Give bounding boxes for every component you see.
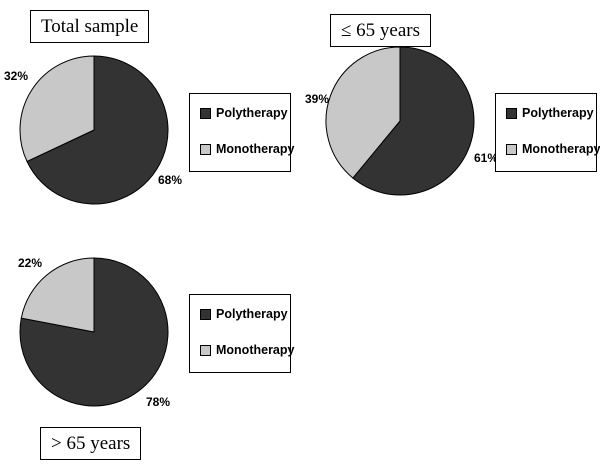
legend-total-sample: Polytherapy Monotherapy [189,93,294,172]
monotherapy-swatch [200,143,211,155]
pie-label-monotherapy: 22% [18,256,42,270]
pie-label-monotherapy: 32% [4,69,28,83]
chart-title-total-sample: Total sample [30,10,150,43]
polytherapy-swatch [200,107,211,119]
pie-label-polytherapy: 68% [158,173,182,187]
pie-slice-monotherapy [325,46,401,179]
legend-item-monotherapy: Monotherapy [200,142,294,156]
legend-label-polytherapy: Polytherapy [522,106,594,120]
legend-label-polytherapy: Polytherapy [216,307,288,321]
polytherapy-swatch [506,107,517,119]
legend-label-monotherapy: Monotherapy [216,343,295,357]
legend-65-or-under: Polytherapy Monotherapy [495,93,600,172]
legend-label-polytherapy: Polytherapy [216,106,288,120]
legend-label-monotherapy: Monotherapy [522,142,600,156]
pie-label-polytherapy: 61% [474,151,498,165]
pie-slice-polytherapy [352,46,475,196]
pie-slice-polytherapy [26,55,169,205]
monotherapy-swatch [200,344,211,356]
pie-slice-monotherapy [19,55,95,163]
legend-label-monotherapy: Monotherapy [216,142,295,156]
pie-slice-monotherapy [20,257,95,333]
pie-label-monotherapy: 39% [305,92,329,106]
chart-title-over-65: > 65 years [40,427,142,460]
pie-label-polytherapy: 78% [146,395,170,409]
legend-item-monotherapy: Monotherapy [200,343,294,357]
monotherapy-swatch [506,143,517,155]
legend-item-monotherapy: Monotherapy [506,142,600,156]
legend-item-polytherapy: Polytherapy [200,106,288,120]
chart-title-65-or-under: ≤ 65 years [330,14,432,47]
polytherapy-swatch [200,308,211,320]
legend-over-65: Polytherapy Monotherapy [189,294,294,373]
legend-item-polytherapy: Polytherapy [200,307,288,321]
legend-item-polytherapy: Polytherapy [506,106,594,120]
pie-slice-polytherapy [19,257,169,407]
